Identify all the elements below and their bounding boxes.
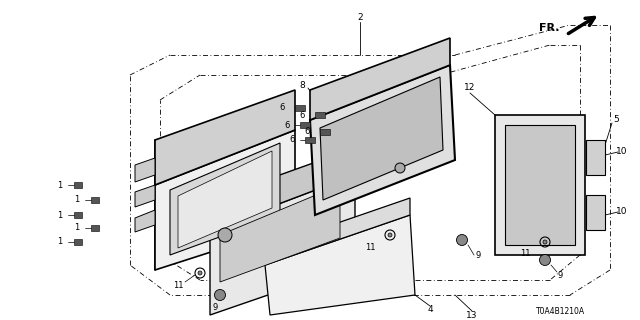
Circle shape (395, 163, 405, 173)
Polygon shape (178, 151, 272, 248)
Text: 9: 9 (212, 303, 218, 313)
Text: T0A4B1210A: T0A4B1210A (536, 308, 585, 316)
Polygon shape (170, 143, 280, 255)
Circle shape (456, 235, 467, 245)
Circle shape (218, 228, 232, 242)
Text: 5: 5 (613, 116, 619, 124)
Text: 1: 1 (58, 211, 63, 220)
Text: 6: 6 (300, 110, 305, 119)
Text: 11: 11 (365, 244, 375, 252)
Text: FR.: FR. (540, 23, 560, 33)
Circle shape (214, 290, 225, 300)
Text: 6: 6 (304, 127, 310, 137)
Text: 2: 2 (357, 13, 363, 22)
Polygon shape (74, 239, 82, 245)
Text: 6: 6 (284, 121, 290, 130)
Polygon shape (210, 175, 355, 315)
Text: 4: 4 (427, 306, 433, 315)
Text: 13: 13 (467, 310, 477, 319)
Text: 6: 6 (289, 135, 294, 145)
Polygon shape (210, 148, 355, 230)
Polygon shape (320, 77, 443, 200)
Text: 1: 1 (74, 196, 79, 204)
Circle shape (198, 271, 202, 275)
Text: 10: 10 (616, 207, 628, 217)
Polygon shape (310, 65, 455, 215)
Text: 1: 1 (58, 237, 63, 246)
Circle shape (540, 254, 550, 266)
Text: 1: 1 (58, 180, 63, 189)
Text: 10: 10 (616, 148, 628, 156)
Polygon shape (505, 125, 575, 245)
Polygon shape (265, 198, 410, 265)
Polygon shape (91, 225, 99, 231)
Circle shape (543, 240, 547, 244)
Polygon shape (310, 38, 450, 120)
Polygon shape (295, 105, 305, 111)
Text: 12: 12 (464, 84, 476, 92)
Circle shape (388, 233, 392, 237)
Polygon shape (135, 185, 155, 207)
Polygon shape (74, 212, 82, 218)
Polygon shape (300, 122, 310, 128)
Text: 11: 11 (520, 249, 531, 258)
Polygon shape (315, 112, 325, 118)
Polygon shape (91, 197, 99, 203)
Text: 11: 11 (173, 281, 183, 290)
Polygon shape (220, 185, 340, 282)
Text: 8: 8 (299, 81, 305, 90)
Text: 6: 6 (279, 103, 285, 113)
Polygon shape (265, 215, 415, 315)
Polygon shape (155, 90, 295, 185)
Text: 9: 9 (557, 270, 563, 279)
Polygon shape (305, 137, 315, 143)
Text: 1: 1 (74, 223, 79, 233)
Polygon shape (135, 210, 155, 232)
Polygon shape (135, 158, 155, 182)
Polygon shape (155, 130, 295, 270)
Polygon shape (320, 129, 330, 135)
Polygon shape (74, 182, 82, 188)
Polygon shape (495, 115, 585, 255)
Text: 9: 9 (476, 251, 481, 260)
Polygon shape (586, 140, 605, 175)
Polygon shape (586, 195, 605, 230)
